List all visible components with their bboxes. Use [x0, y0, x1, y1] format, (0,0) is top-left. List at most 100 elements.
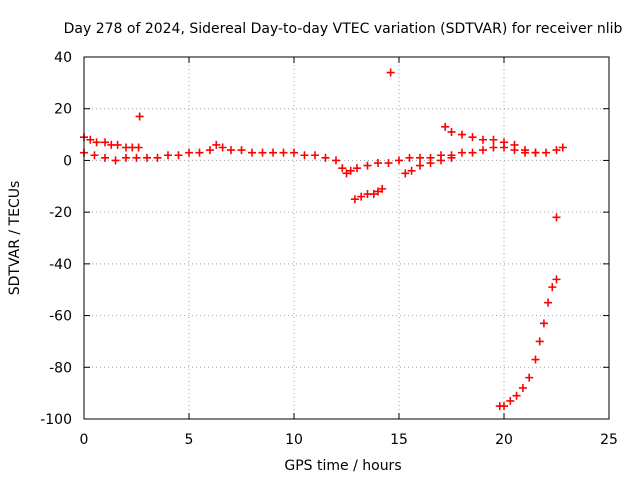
gridlines	[84, 57, 609, 419]
data-point	[153, 153, 162, 162]
data-point	[458, 148, 466, 157]
series-outliers	[135, 68, 567, 222]
y-tick-label: 40	[54, 50, 72, 66]
data-point	[311, 151, 319, 160]
data-points	[80, 68, 567, 411]
data-point	[489, 143, 498, 152]
axis-ticks: -100 -80 -60 -40 -20 0 20 40 0 5 10 15 20 25	[40, 50, 618, 448]
data-point	[500, 138, 508, 147]
data-point	[512, 391, 521, 400]
data-point	[195, 148, 204, 157]
data-point	[134, 143, 143, 152]
data-point	[113, 140, 122, 149]
data-point	[479, 135, 487, 144]
data-point	[346, 166, 355, 175]
data-point	[86, 135, 95, 144]
data-point	[386, 68, 395, 77]
data-point	[531, 148, 540, 157]
data-point	[384, 159, 393, 168]
data-point	[350, 195, 359, 204]
data-point	[405, 153, 414, 162]
data-point	[206, 146, 214, 155]
data-point	[101, 153, 109, 162]
data-point	[479, 146, 487, 155]
series-main-band	[80, 140, 561, 178]
data-point	[558, 143, 567, 152]
x-tick-label: 15	[390, 432, 408, 448]
data-point	[363, 161, 372, 170]
data-point	[416, 161, 424, 170]
data-point	[212, 140, 221, 149]
data-point	[407, 166, 416, 175]
data-point	[395, 156, 403, 165]
y-tick-label: -100	[40, 412, 72, 428]
data-point	[135, 112, 144, 121]
data-point	[332, 156, 340, 165]
data-point	[227, 146, 235, 155]
series-morning-upper-arc	[80, 133, 143, 152]
data-point	[357, 192, 366, 201]
data-point	[122, 153, 130, 162]
data-point	[300, 151, 309, 160]
data-point	[447, 127, 456, 136]
data-point	[374, 187, 382, 196]
y-tick-label: -80	[49, 360, 72, 376]
x-axis-label: GPS time / hours	[284, 458, 401, 474]
data-point	[101, 138, 109, 147]
data-point	[468, 133, 477, 142]
x-tick-label: 20	[495, 432, 513, 448]
y-axis-label: SDTVAR / TECUs	[7, 181, 23, 296]
series-steep-drop	[495, 275, 561, 411]
data-point	[143, 153, 151, 162]
data-point	[542, 148, 550, 157]
data-point	[535, 337, 544, 346]
data-point	[369, 190, 378, 199]
data-point	[132, 153, 141, 162]
data-point	[552, 275, 561, 284]
data-point	[164, 151, 172, 160]
data-point	[458, 130, 466, 139]
data-point	[237, 146, 246, 155]
data-point	[426, 159, 435, 168]
x-tick-label: 25	[600, 432, 618, 448]
chart-title: Day 278 of 2024, Sidereal Day-to-day VTE…	[64, 21, 623, 37]
data-point	[248, 148, 256, 157]
data-point	[447, 153, 456, 162]
y-tick-label: 0	[63, 153, 72, 169]
data-point	[552, 146, 561, 155]
series-afternoon-upper-arc	[441, 122, 540, 157]
data-point	[489, 135, 498, 144]
data-point	[342, 169, 351, 178]
data-point	[518, 383, 527, 392]
data-point	[218, 143, 227, 152]
data-point	[506, 396, 515, 405]
y-tick-label: -60	[49, 309, 72, 325]
data-point	[290, 148, 298, 157]
data-point	[90, 151, 99, 160]
data-point	[321, 153, 330, 162]
data-point	[374, 159, 382, 168]
series-low-segment	[350, 184, 387, 204]
data-point	[338, 164, 347, 173]
data-point	[548, 283, 557, 292]
data-point	[416, 153, 424, 162]
data-point	[544, 298, 553, 307]
data-point	[552, 213, 561, 222]
data-point	[510, 140, 519, 149]
data-point	[92, 138, 101, 147]
x-tick-label: 5	[185, 432, 194, 448]
data-point	[468, 148, 477, 157]
data-point	[401, 169, 410, 178]
data-point	[521, 146, 529, 155]
data-point	[258, 148, 267, 157]
data-point	[279, 148, 288, 157]
data-point	[500, 402, 508, 411]
data-point	[353, 164, 361, 173]
data-point	[437, 156, 445, 165]
data-point	[185, 148, 193, 157]
y-tick-label: -40	[49, 257, 72, 273]
y-tick-label: -20	[49, 205, 72, 221]
data-point	[441, 122, 450, 131]
